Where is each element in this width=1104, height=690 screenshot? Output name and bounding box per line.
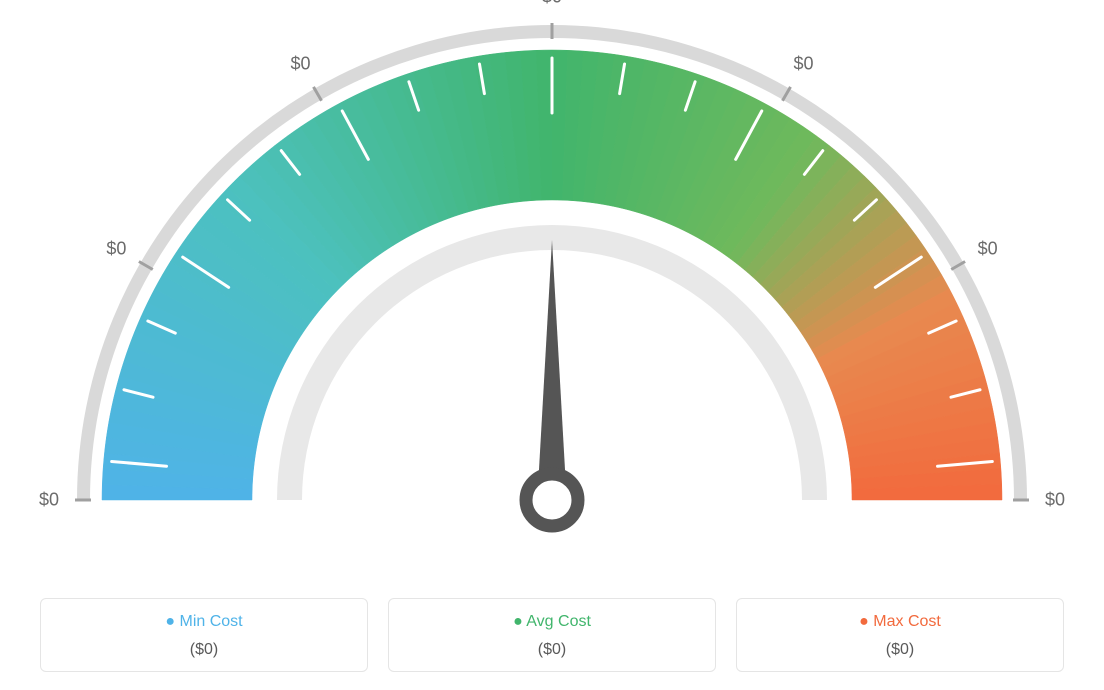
legend-card: Max Cost ($0) — [736, 598, 1064, 672]
gauge-tick-label: $0 — [978, 238, 998, 259]
gauge-tick-label: $0 — [39, 490, 59, 511]
legend-card: Min Cost ($0) — [40, 598, 368, 672]
legend-label: Min Cost — [41, 613, 367, 631]
legend-value: ($0) — [389, 641, 715, 659]
legend-label: Max Cost — [737, 613, 1063, 631]
gauge-tick-label: $0 — [793, 54, 813, 75]
legend-card: Avg Cost ($0) — [388, 598, 716, 672]
gauge-tick-label: $0 — [290, 54, 310, 75]
gauge-tick-label: $0 — [106, 238, 126, 259]
legend-value: ($0) — [41, 641, 367, 659]
gauge-tick-label: $0 — [542, 0, 562, 8]
gauge-chart-container: $0$0$0$0$0$0$0 Min Cost($0)Avg Cost($0)M… — [0, 0, 1104, 690]
legend-row: Min Cost ($0) Avg Cost ($0) Max Cost ($0) — [40, 598, 1064, 672]
gauge-svg — [0, 0, 1104, 560]
legend-value: ($0) — [737, 641, 1063, 659]
gauge-tick-label: $0 — [1045, 490, 1065, 511]
legend-label: Avg Cost — [389, 613, 715, 631]
